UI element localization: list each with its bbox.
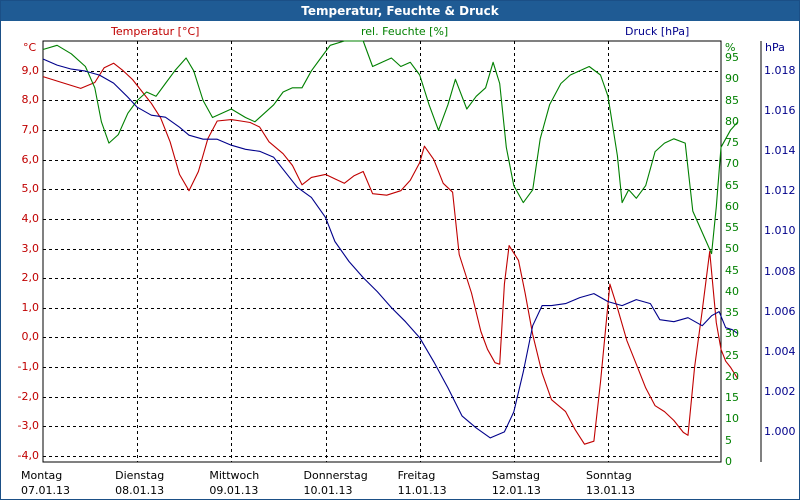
temperature-tick-label: 5,0 [21,182,40,196]
temperature-tick-label: 4,0 [21,211,40,225]
x-day-name: Samstag [491,469,541,482]
humidity-tick-label: 50 [725,242,739,256]
humidity-line [42,40,739,255]
humidity-tick-label: 20 [725,369,739,383]
pressure-tick-label: 1.016 [764,104,796,118]
x-day-label: Donnerstag 10.01.13 [304,468,368,498]
x-day-label: Samstag 12.01.13 [492,468,541,498]
x-day-date: 13.01.13 [586,484,635,497]
temperature-tick-label: 6,0 [21,152,40,166]
humidity-tick-label: 85 [725,93,739,107]
pressure-unit: hPa [765,41,785,54]
humidity-tick-label: 80 [725,114,739,128]
pressure-tick-label: 1.006 [764,304,796,318]
pressure-tick-label: 1.004 [764,344,796,358]
temperature-tick-label: 1,0 [21,300,40,314]
humidity-tick-label: 60 [725,199,739,213]
x-day-label: Sonntag 13.01.13 [586,468,635,498]
pressure-tick-label: 1.012 [764,184,796,198]
pressure-tick-label: 1.000 [764,424,796,438]
temperature-tick-label: -4,0 [17,449,39,463]
x-day-name: Dienstag [115,469,165,482]
temperature-line [42,62,739,445]
temperature-tick-label: -3,0 [17,419,39,433]
temperature-tick-label: -1,0 [17,360,39,374]
x-day-label: Dienstag 08.01.13 [115,468,164,498]
chart-title: Temperatur, Feuchte & Druck [1,1,799,21]
temperature-tick-label: 0,0 [21,330,40,344]
x-day-date: 11.01.13 [397,484,447,497]
x-day-date: 12.01.13 [491,484,541,497]
pressure-axis-label: Druck [hPa] [625,25,690,38]
temperature-axis-label: Temperatur [°C] [111,25,200,38]
pressure-tick-label: 1.002 [764,384,796,398]
x-day-name: Freitag [397,469,436,482]
x-day-label: Mittwoch 09.01.13 [209,468,259,498]
humidity-tick-label: 75 [725,136,739,150]
humidity-tick-label: 65 [725,178,739,192]
humidity-tick-label: 45 [725,263,739,277]
pressure-tick-label: 1.010 [764,224,796,238]
x-day-date: 09.01.13 [209,484,259,497]
humidity-tick-label: 30 [725,327,739,341]
x-day-date: 10.01.13 [303,484,353,497]
temperature-tick-label: -2,0 [17,389,39,403]
humidity-tick-label: 95 [725,51,739,64]
humidity-tick-label: 25 [725,348,739,362]
humidity-tick-label: 15 [725,391,739,405]
pressure-line [42,58,739,439]
pressure-tick-label: 1.014 [764,144,796,158]
humidity-tick-label: 10 [725,412,739,426]
pressure-tick-label: 1.018 [764,64,796,78]
temperature-tick-label: 9,0 [21,63,40,77]
humidity-tick-label: 90 [725,72,739,86]
x-day-name: Montag [21,469,63,482]
humidity-tick-label: 70 [725,157,739,171]
x-day-label: Montag 07.01.13 [21,468,70,498]
temperature-tick-label: 2,0 [21,271,40,285]
humidity-tick-label: 0 [725,455,732,468]
humidity-axis-label: rel. Feuchte [%] [361,25,449,38]
temperature-tick-label: 8,0 [21,93,40,107]
humidity-tick-label: 40 [725,284,739,298]
x-day-date: 07.01.13 [21,484,70,497]
plot-area [42,40,722,463]
x-day-date: 08.01.13 [115,484,165,497]
x-day-label: Freitag 11.01.13 [398,468,447,498]
humidity-tick-label: 55 [725,221,739,235]
x-day-name: Sonntag [586,469,632,482]
temperature-unit: °C [23,41,37,54]
temperature-tick-label: 7,0 [21,122,40,136]
x-day-name: Donnerstag [303,469,368,482]
x-day-name: Mittwoch [209,469,260,482]
temperature-tick-label: 3,0 [21,241,40,255]
pressure-tick-label: 1.008 [764,264,796,278]
humidity-unit: % [725,41,736,54]
humidity-tick-label: 35 [725,306,739,320]
humidity-tick-label: 5 [725,433,732,447]
